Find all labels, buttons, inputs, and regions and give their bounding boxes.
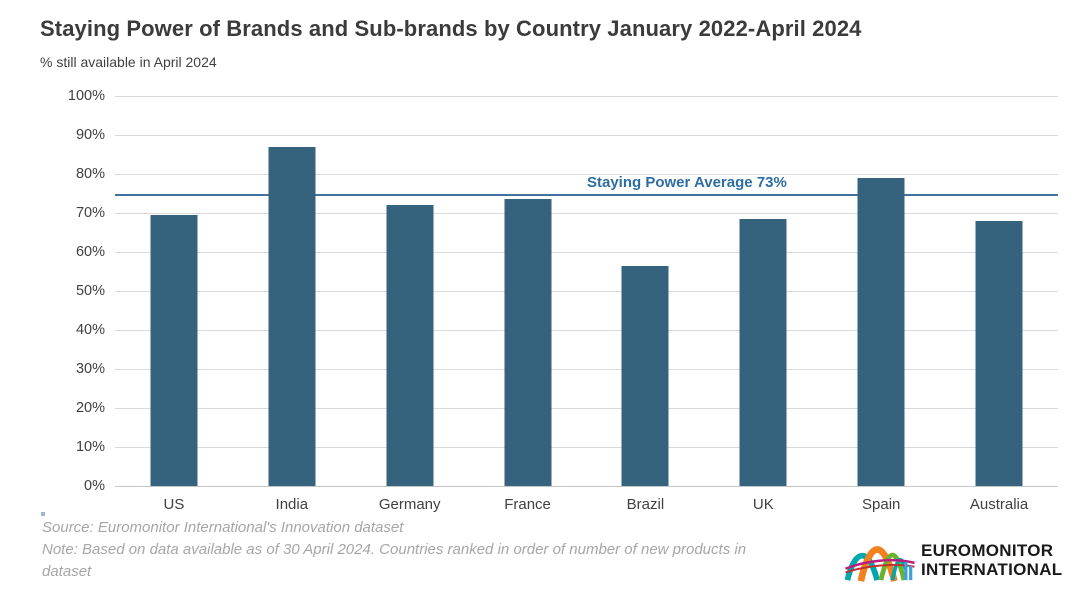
- y-tick-label-50%: 50%: [75, 283, 105, 299]
- y-tick-label-80%: 80%: [75, 166, 105, 182]
- gridline-0%: [115, 485, 1058, 487]
- euromonitor-logo: EUROMONITOR INTERNATIONAL: [843, 535, 1062, 585]
- gridline-60%: [115, 251, 1058, 253]
- bar-india: [268, 146, 316, 486]
- x-tick-label-australia: Australia: [969, 496, 1029, 513]
- x-tick-label-germany: Germany: [378, 496, 441, 513]
- gridline-100%: [115, 95, 1058, 97]
- x-tick-label-us: US: [163, 496, 185, 513]
- bar-us: [150, 214, 198, 486]
- bar-column-spain: [822, 96, 940, 486]
- x-tick-label-india: India: [275, 496, 309, 513]
- x-tick-label-spain: Spain: [862, 496, 901, 513]
- plot-area: Staying Power Average 73%: [115, 95, 1058, 487]
- y-tick-label-60%: 60%: [75, 244, 105, 260]
- logo-line-1: EUROMONITOR: [921, 541, 1054, 560]
- y-tick-label-90%: 90%: [75, 127, 105, 143]
- y-tick-label-70%: 70%: [75, 205, 105, 221]
- y-tick-label-100%: 100%: [67, 88, 105, 104]
- y-tick-label-40%: 40%: [75, 322, 105, 338]
- bar-spain: [857, 177, 905, 486]
- bar-australia: [975, 220, 1023, 486]
- logo-line-2: INTERNATIONAL: [921, 560, 1063, 579]
- x-axis: US India Germany France Brazil UK Spain Austral…: [115, 496, 1058, 513]
- bar-column-france: [469, 96, 587, 486]
- y-tick-label-30%: 30%: [75, 361, 105, 377]
- source-line: Source: Euromonitor International's Inno…: [42, 519, 404, 536]
- gridline-90%: [115, 134, 1058, 136]
- euromonitor-arches-icon: [844, 546, 915, 582]
- gridline-70%: [115, 212, 1058, 214]
- gridline-20%: [115, 407, 1058, 409]
- bars-group: [115, 96, 1058, 486]
- x-tick-label-france: France: [504, 496, 551, 513]
- x-tick-label-brazil: Brazil: [626, 496, 665, 513]
- euromonitor-wordmark: EUROMONITOR INTERNATIONAL: [921, 541, 1062, 579]
- gridline-10%: [115, 446, 1058, 448]
- chart-title: Staying Power of Brands and Sub-brands b…: [40, 16, 862, 41]
- gridline-30%: [115, 368, 1058, 370]
- average-line-label: Staying Power Average 73%: [587, 174, 787, 192]
- stray-legend-dot: [41, 512, 45, 516]
- gridline-50%: [115, 290, 1058, 292]
- bar-column-india: [233, 96, 351, 486]
- bar-column-us: [115, 96, 233, 486]
- bar-column-uk: [704, 96, 822, 486]
- gridline-40%: [115, 329, 1058, 331]
- y-tick-label-20%: 20%: [75, 400, 105, 416]
- y-axis: 100% 90% 80% 70% 60% 50% 40% 30% 20% 10% 0%: [38, 88, 105, 494]
- y-tick-label-10%: 10%: [75, 439, 105, 455]
- bar-uk: [739, 218, 787, 486]
- bar-brazil: [621, 265, 669, 486]
- bar-column-germany: [351, 96, 469, 486]
- x-tick-label-uk: UK: [752, 496, 774, 513]
- note-line: Note: Based on data available as of 30 A…: [42, 541, 747, 580]
- y-tick-label-0%: 0%: [84, 478, 105, 494]
- average-reference-line: [115, 194, 1058, 197]
- chart-subtitle: % still available in April 2024: [40, 54, 217, 70]
- bar-france: [504, 199, 552, 486]
- bar-column-brazil: [587, 96, 705, 486]
- bar-column-australia: [940, 96, 1058, 486]
- source-note: Source: Euromonitor International's Inno…: [42, 517, 787, 583]
- bar-germany: [386, 205, 434, 486]
- gridline-80%: [115, 173, 1058, 175]
